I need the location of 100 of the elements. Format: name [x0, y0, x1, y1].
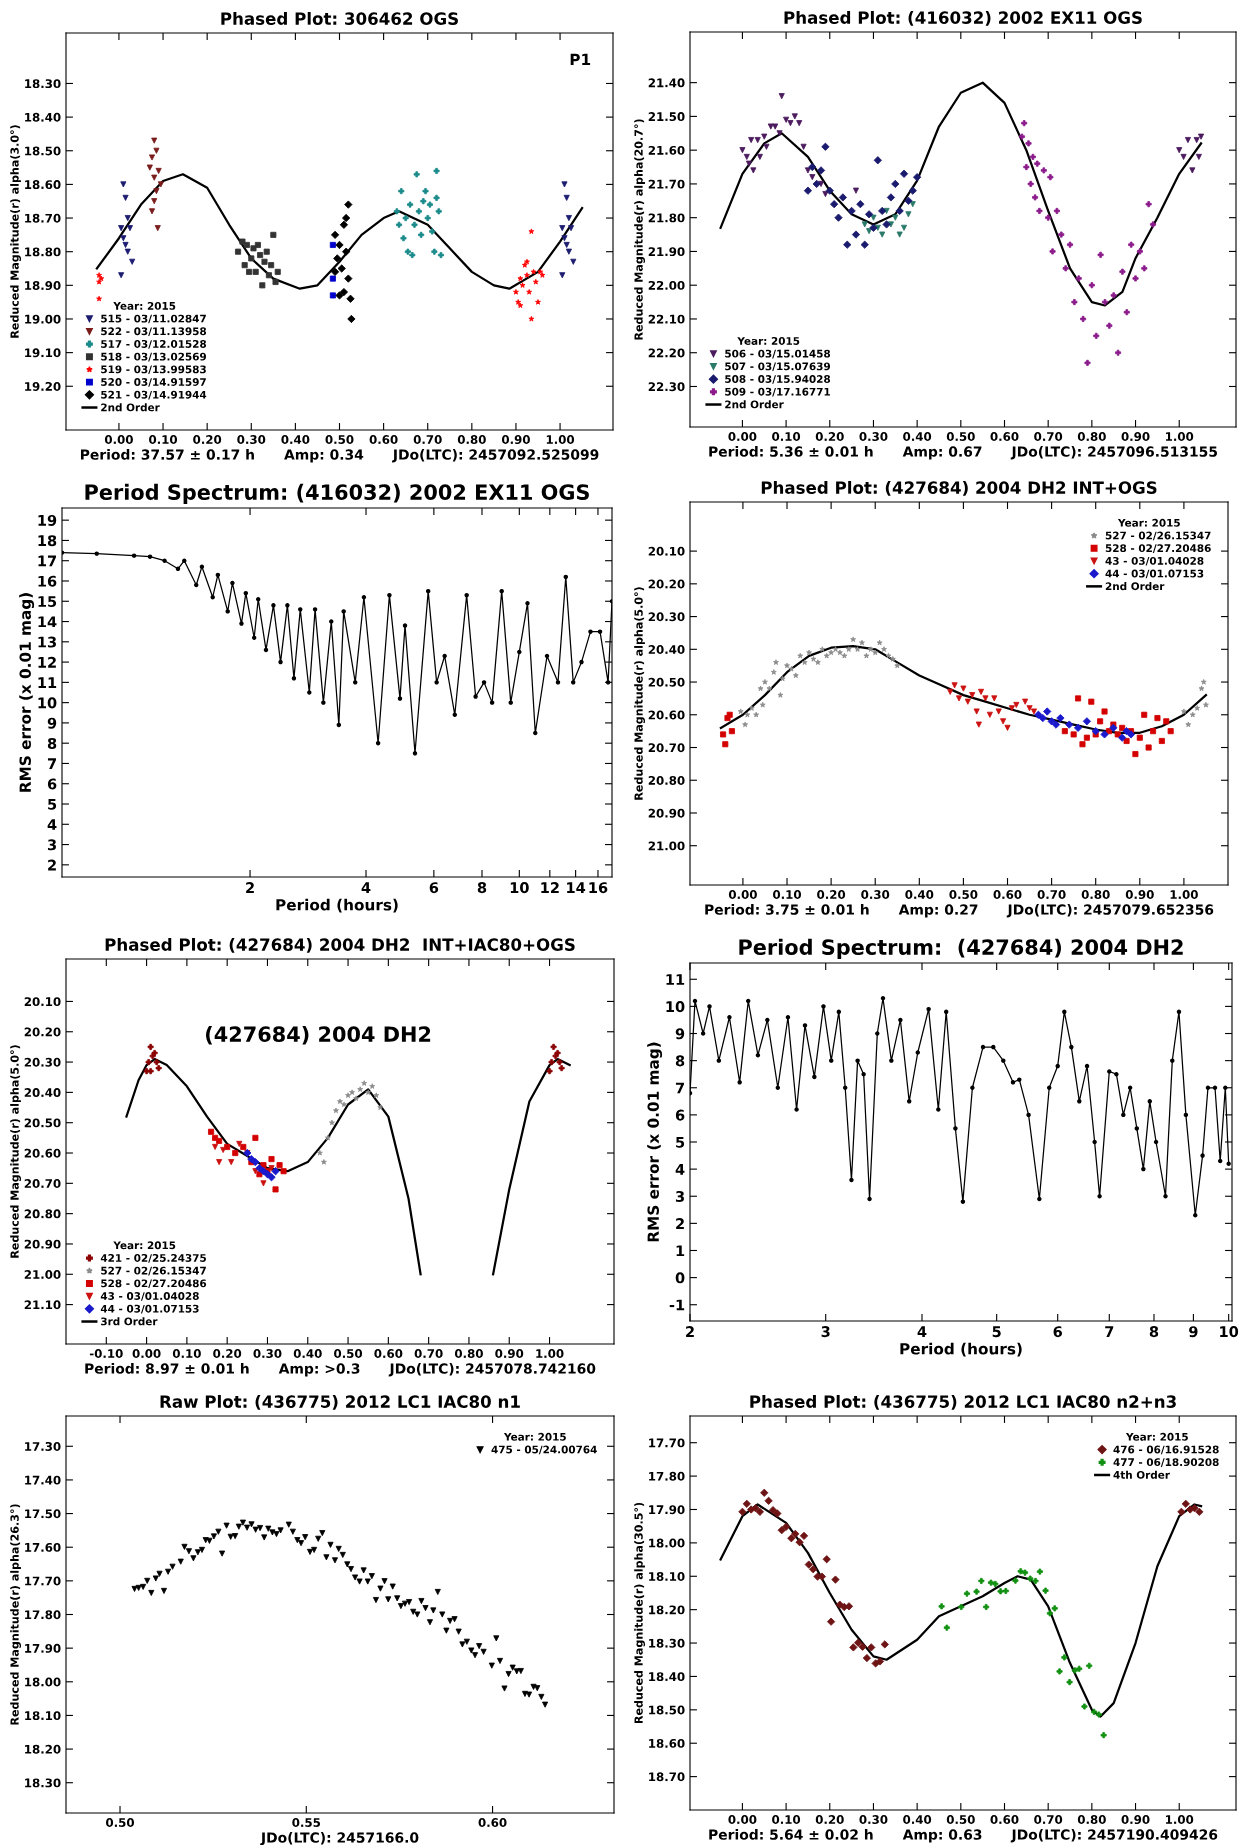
x-tick-label: 1.00	[1170, 890, 1198, 899]
legend-label: 527 - 02/26.15347	[101, 1266, 206, 1276]
x-tick-label: 0.10	[772, 1815, 801, 1824]
legend-label: 515 - 03/11.02847	[101, 314, 206, 324]
y-tick-label: 12	[38, 656, 56, 668]
chart-title: Period Spectrum: (427684) 2004 DH2	[739, 938, 1183, 959]
y-tick-label: 17	[38, 555, 56, 567]
x-tick-label: 0.80	[454, 1349, 483, 1358]
x-tick-label: 0.50	[949, 890, 978, 899]
y-tick-label: 22.30	[648, 382, 685, 392]
y-tick-label: 21.90	[648, 247, 685, 257]
y-tick-label: 9	[675, 1028, 685, 1040]
y-tick-label: 2	[48, 859, 56, 871]
y-tick-label: 19.00	[25, 314, 61, 324]
x-tick-label: 5	[992, 1326, 1001, 1338]
x-tick-label: 0.20	[815, 432, 844, 441]
x-tick-label: 14	[567, 882, 586, 893]
y-tick-label: 18.30	[649, 1638, 685, 1648]
legend-label: 43 - 03/01.04028	[1105, 556, 1204, 566]
x-tick-label: 0.90	[495, 1349, 524, 1358]
y-tick-label: 20.60	[24, 1148, 61, 1158]
x-tick-label: 0.80	[457, 435, 486, 444]
y-tick-label: 18.30	[25, 79, 61, 89]
x-tick-label: 0.50	[946, 1815, 975, 1824]
y-tick-label: 4	[675, 1164, 685, 1175]
y-tick-label: 18.00	[649, 1538, 685, 1548]
y-tick-label: 3	[675, 1190, 684, 1202]
y-tick-label: 6	[47, 778, 57, 790]
y-axis-title: RMS error (x 0.01 mag)	[647, 1042, 663, 1242]
x-tick-label: 0.80	[1081, 890, 1110, 899]
legend-label: 528 - 02/27.20486	[101, 1279, 207, 1289]
x-tick-label: 8	[1149, 1326, 1159, 1338]
x-tick-label: 0.50	[325, 435, 354, 444]
y-tick-label: 5	[676, 1136, 685, 1148]
x-tick-label: 0.70	[1034, 1815, 1063, 1824]
x-axis-title: Period: 37.57 ± 0.17 h Amp: 0.34 JDo(LTC): 2457092.525099	[80, 449, 599, 463]
y-tick-label: 22.20	[648, 348, 685, 358]
x-tick-label: 0.30	[253, 1349, 282, 1358]
x-tick-label: 9	[1189, 1326, 1198, 1338]
annotation: P1	[570, 53, 591, 66]
x-tick-label: 0.40	[293, 1349, 322, 1358]
y-tick-label: 2	[676, 1218, 684, 1229]
y-tick-label: 20.20	[24, 1027, 61, 1037]
x-tick-label: 0.80	[1077, 1815, 1106, 1824]
legend-label: 2nd Order	[725, 400, 784, 409]
x-tick-label: 0.30	[859, 432, 888, 441]
legend-label: 522 - 03/11.13958	[101, 327, 207, 337]
legend-label: 44 - 03/01.07153	[100, 1304, 199, 1314]
x-tick-label: 0.50	[334, 1349, 363, 1358]
x-tick-label: 4	[361, 882, 371, 893]
y-tick-label: 19.10	[25, 348, 61, 358]
x-tick-label: -0.10	[89, 1349, 123, 1358]
x-tick-label: 0.60	[478, 1818, 507, 1827]
y-tick-label: 8	[47, 737, 57, 749]
x-axis-title: Period (hours)	[900, 1342, 1022, 1357]
x-tick-label: 0.10	[773, 890, 802, 899]
chart-title: Phased Plot: (427684) 2004 DH2 INT+IAC80+OGS	[105, 938, 575, 953]
x-tick-label: 12	[541, 882, 559, 893]
x-tick-label: 0.40	[903, 432, 932, 441]
y-tick-label: 1	[676, 1245, 685, 1257]
legend-title: Year: 2015	[113, 301, 176, 310]
x-tick-label: 0.60	[369, 435, 398, 444]
y-tick-label: 20.70	[24, 1179, 61, 1188]
y-tick-label: 18.90	[25, 281, 61, 290]
y-tick-label: 18.50	[25, 146, 61, 156]
y-tick-label: 20.60	[648, 710, 685, 720]
legend-title: Year: 2015	[1125, 1432, 1188, 1441]
x-tick-label: 0.70	[1037, 890, 1066, 899]
y-tick-label: 21.60	[648, 145, 685, 155]
y-tick-label: 20.90	[648, 808, 685, 818]
x-tick-label: 0.40	[281, 435, 310, 444]
x-tick-label: 0.40	[905, 890, 934, 899]
y-tick-label: 18.20	[649, 1605, 685, 1615]
x-tick-label: 7	[1105, 1326, 1114, 1337]
y-tick-label: 4	[47, 819, 57, 830]
x-tick-label: 8	[477, 882, 487, 894]
legend-label: 2nd Order	[101, 403, 160, 412]
x-tick-label: 1.00	[1165, 432, 1194, 441]
x-tick-label: 0.20	[817, 890, 846, 899]
y-tick-label: 10	[38, 697, 57, 709]
y-tick-label: 18.10	[649, 1571, 685, 1581]
legend-label: 509 - 03/17.16771	[725, 387, 830, 397]
x-tick-label: 0.55	[292, 1818, 321, 1827]
x-tick-label: 0.90	[501, 435, 530, 444]
legend-label: 520 - 03/14.91597	[101, 378, 206, 387]
legend-label: 477 - 06/18.90208	[1113, 1458, 1219, 1467]
x-tick-label: 0.30	[861, 890, 890, 899]
y-tick-label: 17.90	[649, 1505, 685, 1515]
y-tick-label: 11	[38, 677, 57, 688]
x-tick-label: 0.70	[413, 435, 442, 444]
x-tick-label: 0.00	[104, 435, 133, 444]
y-tick-label: 15	[38, 596, 57, 608]
y-tick-label: 19	[38, 514, 57, 526]
x-tick-label: 0.60	[993, 890, 1022, 899]
y-tick-label: 20.50	[24, 1118, 61, 1128]
legend-title: Year: 2015	[113, 1241, 176, 1250]
x-axis-title: JDo(LTC): 2457166.0	[260, 1832, 419, 1845]
x-tick-label: 0.10	[149, 435, 178, 444]
chart-title: Phased Plot: (436775) 2012 LC1 IAC80 n2+n3	[750, 1395, 1176, 1410]
legend-label: 527 - 02/26.15347	[1105, 531, 1211, 541]
